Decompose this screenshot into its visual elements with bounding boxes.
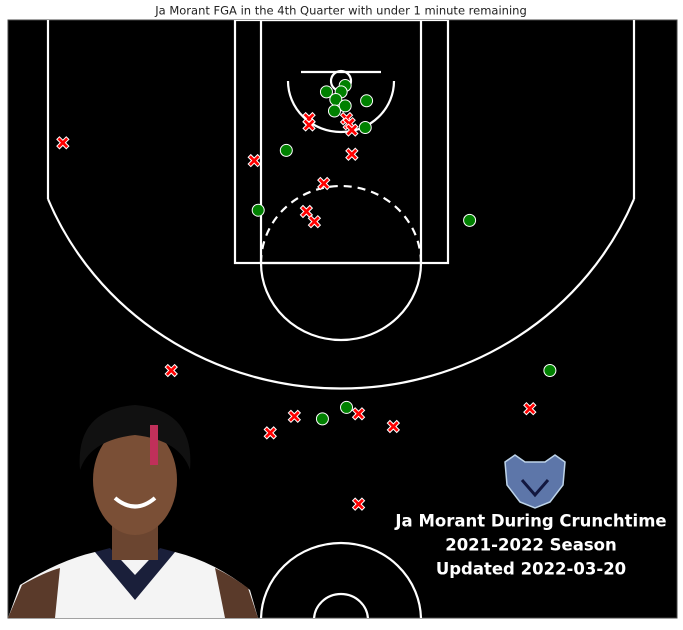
missed-shot xyxy=(523,401,537,416)
paint-inner xyxy=(259,20,423,265)
free-throw-bottom xyxy=(259,262,423,342)
missed-shot xyxy=(345,147,359,161)
missed-shot xyxy=(351,407,366,421)
missed-shot xyxy=(307,214,322,229)
annotation: Ja Morant During Crunchtime xyxy=(394,512,666,531)
three-point-arc xyxy=(46,198,636,390)
missed-shot xyxy=(345,123,359,137)
annotation: 2021-2022 Season xyxy=(445,536,617,555)
missed-shot xyxy=(317,176,331,191)
court xyxy=(8,20,636,618)
missed-shot xyxy=(263,426,277,440)
made-shot xyxy=(251,203,265,217)
missed-shot xyxy=(164,363,178,378)
chart-title: Ja Morant FGA in the 4th Quarter with un… xyxy=(154,4,527,18)
made-shot xyxy=(319,85,333,99)
center-circle-inner xyxy=(312,592,370,618)
made-shot xyxy=(360,94,374,108)
missed-shot xyxy=(351,497,366,511)
free-throw-top xyxy=(259,184,423,264)
made-shot xyxy=(543,364,557,378)
made-shot xyxy=(358,121,372,135)
annotation: Updated 2022-03-20 xyxy=(436,560,626,579)
team-logo xyxy=(504,454,566,509)
missed-shot xyxy=(302,118,316,132)
missed-shot xyxy=(287,409,302,424)
made-shot xyxy=(463,213,477,227)
made-shot xyxy=(279,143,293,157)
center-circle xyxy=(259,541,423,618)
made-shot xyxy=(315,412,329,426)
missed-shot xyxy=(247,153,261,168)
made-shot xyxy=(340,400,354,414)
missed-shot xyxy=(56,136,70,150)
made-shot xyxy=(338,99,352,113)
missed-shot xyxy=(299,204,314,219)
missed-shot xyxy=(386,419,401,434)
player-photo xyxy=(8,405,258,618)
made-shot xyxy=(327,104,341,118)
restricted-area xyxy=(286,80,396,134)
